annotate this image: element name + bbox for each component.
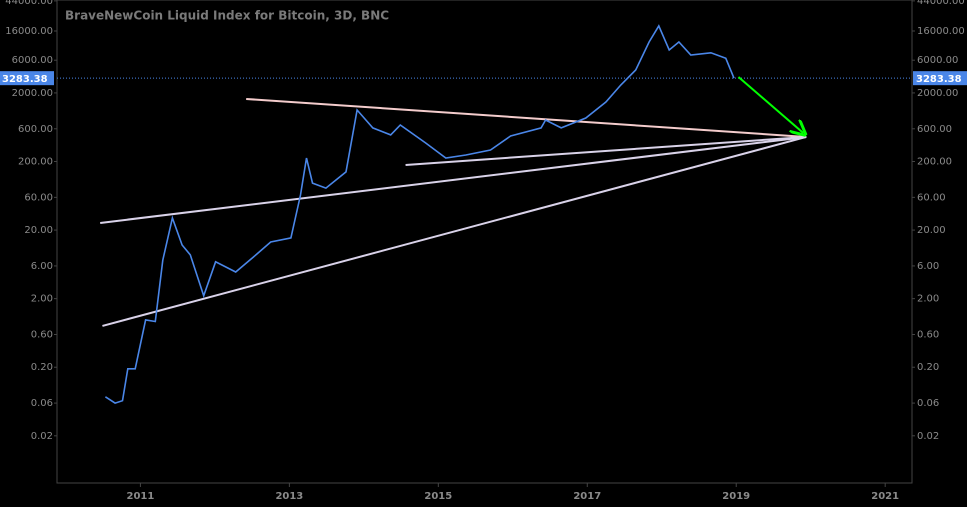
y-tick-label: 0.02: [31, 431, 53, 442]
last-price-label: 3283.38: [916, 74, 962, 85]
trendline: [102, 135, 807, 327]
y-tick-label: 44000.00: [5, 0, 53, 7]
y-tick-label: 6000.00: [12, 55, 53, 66]
y-tick-label: 6.00: [917, 261, 939, 272]
plot-frame: [56, 0, 913, 484]
y-tick-label: 0.06: [31, 398, 53, 409]
x-tick-label: 2015: [424, 491, 452, 502]
y-tick-label: 0.06: [917, 398, 939, 409]
last-price-box: [913, 71, 967, 86]
trendline: [737, 76, 803, 133]
y-tick-label: 44000.00: [917, 0, 965, 7]
y-tick-label: 2000.00: [917, 88, 958, 99]
price-line: [104, 24, 735, 404]
trendline: [405, 135, 807, 166]
trendline: [246, 97, 807, 138]
x-tick-label: 2017: [573, 491, 601, 502]
trendline: [100, 135, 807, 224]
x-tick-label: 2019: [722, 491, 750, 502]
chart-title: BraveNewCoin Liquid Index for Bitcoin, 3…: [65, 9, 389, 23]
x-tick-label: 2021: [871, 491, 899, 502]
last-price-label: 3283.38: [2, 74, 48, 85]
last-price-box: [0, 71, 54, 86]
y-tick-label: 600.00: [917, 124, 952, 135]
y-tick-label: 20.00: [917, 225, 946, 236]
y-tick-label: 0.60: [31, 330, 53, 341]
y-tick-label: 2.00: [917, 294, 939, 305]
y-tick-label: 200.00: [917, 157, 952, 168]
y-tick-label: 600.00: [18, 124, 53, 135]
y-tick-label: 16000.00: [5, 26, 53, 37]
y-tick-label: 0.02: [917, 431, 939, 442]
y-tick-label: 6.00: [31, 261, 53, 272]
y-tick-label: 0.20: [917, 362, 939, 373]
y-tick-label: 2.00: [31, 294, 53, 305]
y-tick-label: 0.60: [917, 330, 939, 341]
x-tick-label: 2013: [275, 491, 303, 502]
y-tick-label: 0.20: [31, 362, 53, 373]
y-tick-label: 60.00: [917, 192, 946, 203]
y-tick-label: 6000.00: [917, 55, 958, 66]
y-tick-label: 200.00: [18, 157, 53, 168]
y-tick-label: 20.00: [24, 225, 53, 236]
x-tick-label: 2011: [126, 491, 154, 502]
y-tick-label: 2000.00: [12, 88, 53, 99]
y-tick-label: 60.00: [24, 192, 53, 203]
y-tick-label: 16000.00: [917, 26, 965, 37]
